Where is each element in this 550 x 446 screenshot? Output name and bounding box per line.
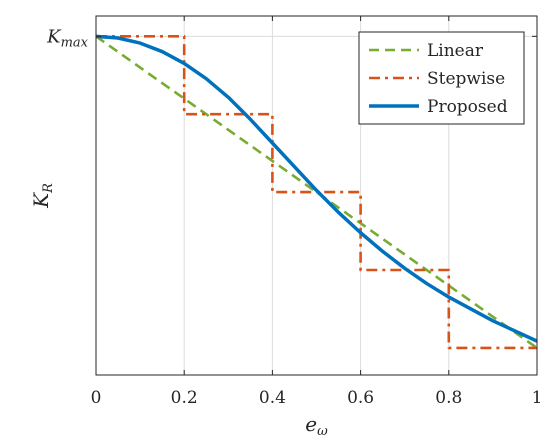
- x-tick-label: 0.6: [347, 388, 374, 408]
- legend-box: [358, 31, 525, 125]
- y-tick-label-kmax: Kmax: [46, 26, 89, 50]
- x-axis-label: eω: [305, 412, 328, 439]
- ticks: 0 0.2 0.4 0.6 0.8 1 Kmax: [46, 16, 542, 408]
- legend: Linear Stepwise Proposed: [358, 31, 525, 125]
- series-line-linear: [95, 35, 538, 349]
- x-tick-label: 0.2: [171, 388, 198, 408]
- x-tick-label: 1: [532, 388, 543, 408]
- series-line-proposed: [95, 34, 538, 343]
- x-tick-label: 0.4: [259, 388, 286, 408]
- axes-box: [95, 15, 538, 376]
- x-tick-label: 0.8: [435, 388, 462, 408]
- legend-label: Linear: [427, 41, 484, 61]
- x-tick-label: 0: [91, 388, 102, 408]
- series-layer: [95, 34, 538, 350]
- y-axis-label: KR: [29, 183, 56, 209]
- legend-label: Proposed: [427, 97, 508, 117]
- legend-label: Stepwise: [427, 69, 505, 89]
